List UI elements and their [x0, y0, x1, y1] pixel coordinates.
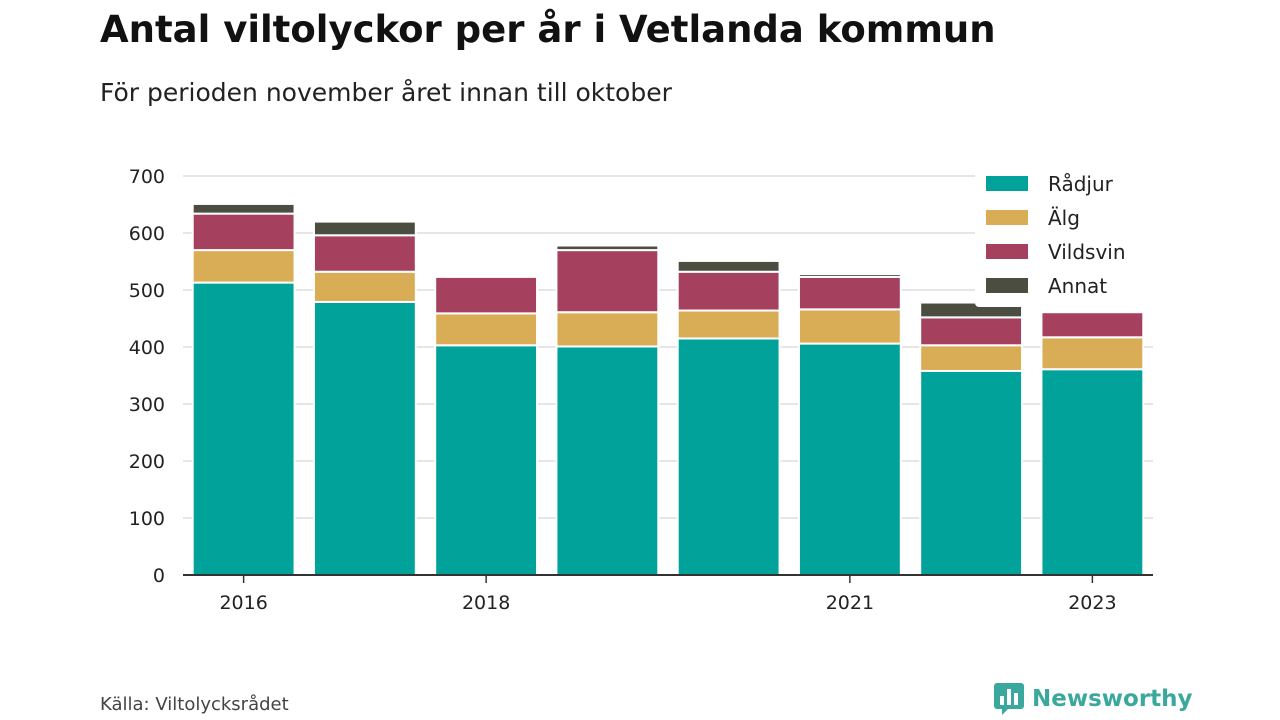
bar-segment [1040, 336, 1145, 371]
bar-segment [1040, 311, 1145, 339]
bar-segment [555, 249, 660, 314]
bar-chart-logo-icon [994, 683, 1024, 715]
chart-subtitle: För perioden november året innan till ok… [100, 78, 672, 107]
y-tick-label: 400 [129, 337, 165, 359]
bar-segment [191, 281, 296, 576]
legend-label: Rådjur [1048, 172, 1114, 196]
bar-segment [434, 275, 539, 315]
x-tick-label: 2018 [462, 592, 510, 614]
bar-segment [919, 369, 1024, 576]
bar-segment [797, 275, 902, 311]
y-tick-label: 100 [129, 508, 165, 530]
bar-segment [434, 312, 539, 347]
legend-label: Älg [1048, 206, 1080, 230]
y-tick-label: 600 [129, 223, 165, 245]
bar-segment [676, 259, 781, 273]
x-tick-label: 2021 [826, 592, 874, 614]
legend-swatch [986, 176, 1028, 191]
bar-segment [797, 342, 902, 576]
bar-segment [555, 244, 660, 252]
bar-segment [676, 270, 781, 312]
brand-logo[interactable]: Newsworthy [994, 683, 1193, 715]
legend-label: Vildsvin [1048, 240, 1126, 264]
bar-segment [1040, 368, 1145, 577]
legend-background [975, 165, 1153, 307]
bar-segment [312, 220, 417, 237]
y-tick-label: 700 [129, 166, 165, 188]
bar-segment [191, 212, 296, 252]
bar-segment [797, 273, 902, 278]
bar-segment [312, 300, 417, 576]
x-tick-label: 2016 [219, 592, 267, 614]
bar-segment [191, 202, 296, 215]
x-tick-label: 2023 [1068, 592, 1116, 614]
y-tick-label: 500 [129, 280, 165, 302]
legend-label: Annat [1048, 274, 1107, 298]
legend-swatch [986, 244, 1028, 259]
bar-segment [312, 234, 417, 273]
bar-segment [434, 344, 539, 577]
brand-name: Newsworthy [1032, 686, 1193, 712]
bar-segment [797, 308, 902, 345]
bar-segment [919, 316, 1024, 347]
bar-segment [676, 337, 781, 577]
bar-segment [555, 311, 660, 348]
y-tick-label: 200 [129, 451, 165, 473]
legend-swatch [986, 210, 1028, 225]
legend-swatch [986, 278, 1028, 293]
y-tick-label: 0 [153, 565, 165, 587]
bar-segment [191, 249, 296, 284]
bar-segment [919, 344, 1024, 372]
y-tick-label: 300 [129, 394, 165, 416]
source-note: Källa: Viltolycksrådet [100, 694, 289, 715]
bar-segment [555, 345, 660, 576]
chart-title: Antal viltolyckor per år i Vetlanda komm… [100, 8, 996, 51]
bar-segment [676, 309, 781, 340]
bar-segment [312, 270, 417, 303]
